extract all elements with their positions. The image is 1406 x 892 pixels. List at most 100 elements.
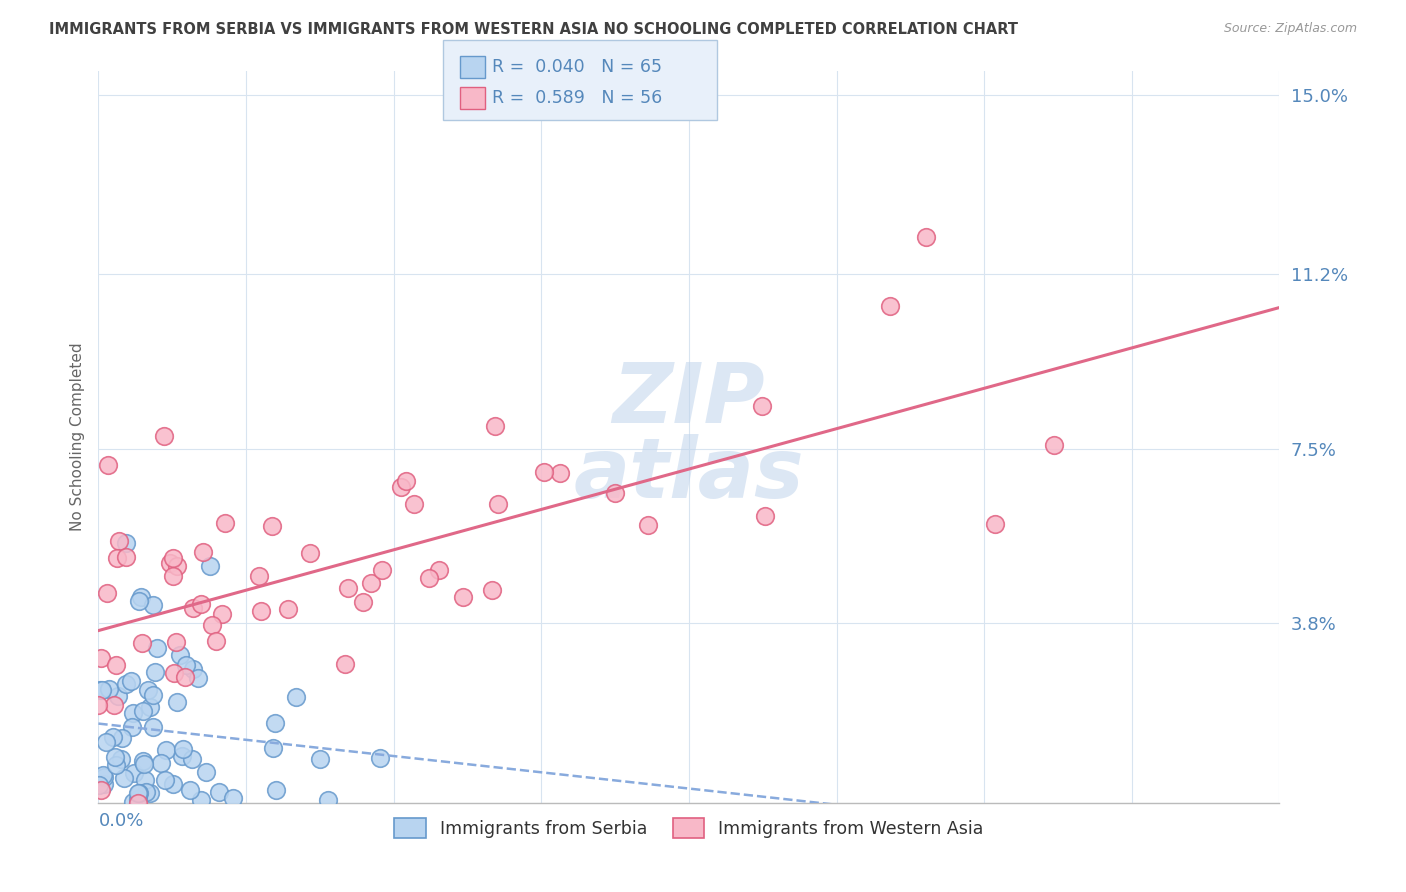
Point [110,752,132,766]
Point [285,690,308,705]
Text: Source: ZipAtlas.com: Source: ZipAtlas.com [1223,22,1357,36]
Point [427,563,450,577]
Point [166,695,188,709]
Point [163,665,186,680]
Point [915,229,938,244]
Text: ZIP
atlas: ZIP atlas [574,359,804,515]
Point [262,740,284,755]
Point [105,657,128,672]
Point [181,662,204,676]
Point [247,568,270,582]
Point [984,517,1007,532]
Point [121,795,143,809]
Point [191,545,214,559]
Point [127,796,149,810]
Point [89,683,111,698]
Point [214,516,236,530]
Point [142,688,165,702]
Point [131,636,153,650]
Point [207,785,229,799]
Point [97,458,120,472]
Point [190,793,212,807]
Point [142,598,165,612]
Point [104,750,127,764]
Point [105,757,128,772]
Point [308,752,330,766]
Point [135,784,157,798]
Point [404,497,426,511]
Point [93,770,115,784]
Point [162,551,184,566]
Point [250,604,273,618]
Point [172,742,194,756]
Text: R =  0.589   N = 56: R = 0.589 N = 56 [492,89,662,107]
Text: IMMIGRANTS FROM SERBIA VS IMMIGRANTS FROM WESTERN ASIA NO SCHOOLING COMPLETED CO: IMMIGRANTS FROM SERBIA VS IMMIGRANTS FRO… [49,22,1018,37]
Point [132,704,155,718]
Point [751,399,773,413]
Point [264,783,287,797]
Point [298,546,321,560]
Point [107,689,129,703]
Point [162,777,184,791]
Point [418,571,440,585]
Point [93,777,115,791]
Point [120,673,142,688]
Point [142,720,165,734]
Point [129,591,152,605]
Point [103,698,125,713]
Point [198,558,221,573]
Point [108,534,131,549]
Point [205,633,228,648]
Point [262,519,284,533]
Legend: Immigrants from Serbia, Immigrants from Western Asia: Immigrants from Serbia, Immigrants from … [388,812,990,846]
Point [201,618,224,632]
Point [484,418,506,433]
Point [173,669,195,683]
Point [111,731,134,745]
Point [352,595,374,609]
Text: 0.0%: 0.0% [98,813,143,830]
Point [114,536,136,550]
Point [115,677,138,691]
Point [316,793,339,807]
Point [98,681,121,696]
Text: R =  0.040   N = 65: R = 0.040 N = 65 [492,58,662,76]
Point [333,657,356,671]
Point [90,782,112,797]
Point [166,559,188,574]
Point [395,474,418,488]
Point [132,754,155,768]
Point [481,583,503,598]
Point [337,582,360,596]
Point [368,750,391,764]
Point [181,752,204,766]
Point [87,778,110,792]
Point [153,773,176,788]
Point [93,768,115,782]
Point [159,556,181,570]
Point [360,576,382,591]
Point [96,585,118,599]
Point [181,601,204,615]
Point [128,594,150,608]
Point [195,764,218,779]
Point [1043,438,1066,452]
Point [165,635,187,649]
Point [155,743,177,757]
Point [139,786,162,800]
Point [121,706,143,721]
Point [371,563,394,577]
Point [121,720,143,734]
Point [211,607,233,621]
Point [533,465,555,479]
Point [176,658,198,673]
Point [145,665,167,680]
Point [605,485,627,500]
Point [637,518,659,533]
Point [187,671,209,685]
Y-axis label: No Schooling Completed: No Schooling Completed [69,343,84,532]
Point [179,782,201,797]
Point [132,757,155,772]
Point [138,700,160,714]
Point [146,641,169,656]
